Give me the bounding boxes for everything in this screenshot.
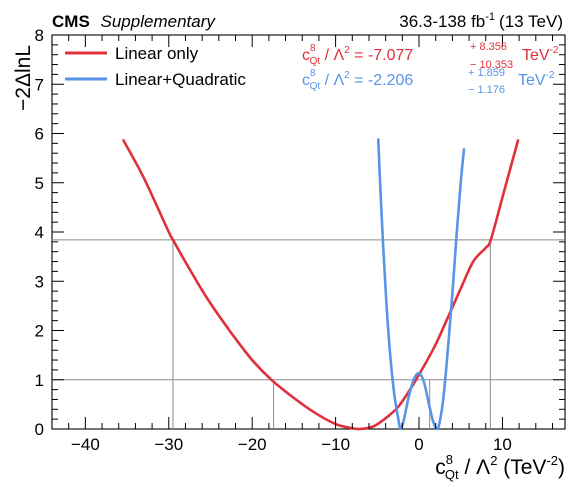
result-quad-value: = -2.206 [350,72,414,89]
result-linear-prefix: / Λ [320,47,344,64]
y-tick-label: 0 [35,420,44,439]
y-tick-label: 8 [35,26,44,45]
y-tick-label: 1 [35,371,44,390]
lumi-label: 36.3-138 fb-1 (13 TeV) [399,11,563,31]
x-tick-label: 10 [493,435,512,454]
x-axis-label: c8 Qt / Λ2 (TeV-2) [435,452,565,482]
result-quad-sup: 8 [310,68,316,79]
threshold-lines [52,239,565,381]
result-linear-sup: 8 [310,43,316,54]
x-label-unit: (TeV [497,456,546,479]
x-label-sup: 8 [446,452,453,467]
legend-label-linear-only: Linear only [115,44,199,63]
x-label-square: 2 [490,453,497,468]
y-tick-label: 7 [35,75,44,94]
header-line: CMS Supplementary [52,12,216,31]
y-axis: 0 1 2 3 4 5 6 7 8 [35,26,565,439]
result-quad-unit: TeV [518,72,546,89]
x-label-sub: Qt [445,467,459,482]
series-line-0 [121,138,520,431]
x-tick-label: −30 [154,435,183,454]
energy-label: (13 TeV) [499,12,563,31]
result-linear-only: c8 Qt / Λ2 = -7.077 + 8.356 − 10.353 TeV-… [302,41,559,71]
curves [121,138,520,431]
result-quad-sub: Qt [310,81,321,92]
y-tick-label: 3 [35,272,44,291]
x-tick-label: −40 [71,435,100,454]
lumi-exponent: -1 [485,11,495,23]
y-axis-label: −2ΔlnL [12,45,35,111]
lumi-range: 36.3-138 fb [399,12,485,31]
x-axis: −40 −30 −20 −10 0 10 [51,35,553,454]
legend-label-linear-quadratic: Linear+Quadratic [115,70,246,89]
result-linear-up: + 8.356 [470,41,507,53]
interval-lines [172,239,491,429]
result-quad-down: − 1.176 [468,84,505,96]
result-linear-unit-exp: -2 [550,45,559,56]
x-tick-label: −10 [321,435,350,454]
cms-label: CMS [52,12,90,31]
result-linear-square: 2 [344,45,350,56]
y-tick-label: 5 [35,174,44,193]
supplementary-label: Supplementary [101,12,217,31]
result-quad-square: 2 [344,70,350,81]
result-linear-sub: Qt [310,56,321,67]
svg-text:TeV-2: TeV-2 [522,45,559,64]
result-quad-up: + 1.859 [468,67,505,79]
result-quad-unit-exp: -2 [546,70,555,81]
svg-text:TeV-2: TeV-2 [518,70,555,89]
legend: Linear only Linear+Quadratic [65,44,246,89]
result-quad-prefix: / Λ [320,72,344,89]
result-linear-value: = -7.077 [350,47,414,64]
series-line-1 [376,138,466,431]
y-tick-label: 6 [35,125,44,144]
result-linear-unit: TeV [522,47,550,64]
x-label-rest: / Λ [459,456,491,479]
x-tick-label: 0 [414,435,423,454]
x-label-symbol: c [435,456,446,479]
x-tick-label: −20 [238,435,267,454]
result-quad-symbol: c [302,72,310,89]
x-label-close: ) [558,456,565,479]
y-tick-label: 4 [35,223,44,242]
result-linear-symbol: c [302,47,310,64]
result-linear-quadratic: c8 Qt / Λ2 = -2.206 + 1.859 − 1.176 TeV-2 [302,67,555,96]
x-label-unit-exp: -2 [546,453,558,468]
result-linear-down: − 10.353 [470,59,513,71]
y-tick-label: 2 [35,322,44,341]
